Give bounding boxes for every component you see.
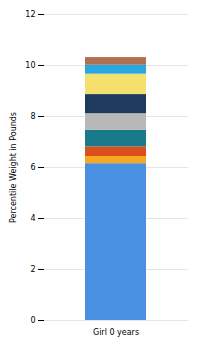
svg-text:2: 2: [30, 265, 35, 274]
svg-text:8: 8: [30, 112, 35, 121]
svg-text:Percentile Weight in Pounds: Percentile Weight in Pounds: [9, 112, 18, 223]
svg-text:0: 0: [30, 316, 35, 325]
svg-text:4: 4: [30, 214, 35, 223]
svg-text:10: 10: [25, 61, 35, 70]
svg-text:6: 6: [30, 163, 35, 172]
svg-text:Girl 0 years: Girl 0 years: [93, 328, 139, 337]
svg-text:12: 12: [25, 10, 35, 19]
